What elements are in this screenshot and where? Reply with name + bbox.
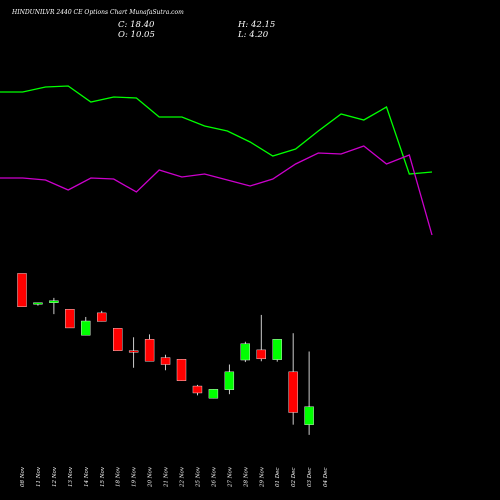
candle-body [49,300,59,303]
x-tick-label: 20 Nov [148,466,154,488]
candle-body [176,359,187,381]
high-value: H: 42.15 [238,20,276,30]
candle-02-dec [288,333,298,425]
candle-19-nov [128,337,139,368]
candle-body [160,357,171,365]
x-tick-label: 12 Nov [52,466,58,487]
x-tick-label: 03 Dec [307,468,313,488]
x-tick-label: 08 Nov [20,466,26,487]
indicator-lines [0,85,433,236]
x-tick-label: 18 Nov [116,466,122,487]
x-tick-label: 14 Nov [84,466,90,487]
candle-14-nov [81,316,91,336]
candle-13-nov [65,309,75,329]
candle-body [17,273,27,307]
candle-18-nov [112,328,123,351]
candle-body [304,406,314,425]
candle-01-dec [272,339,282,362]
x-tick-label: 02 Dec [291,468,297,488]
candle-22-nov [176,359,187,381]
candle-body [33,302,43,305]
candle-body [97,312,107,322]
candle-body [192,385,203,394]
candle-08-nov [17,273,27,307]
chart-title: HINDUNILVR 2440 CE Options Chart MunafaS… [12,9,184,16]
indicator-line-2 [0,145,433,236]
x-tick-label: 22 Nov [180,466,186,488]
x-tick-label: 29 Nov [259,466,265,488]
candlestick-chart [17,273,314,435]
candle-12-nov [49,297,59,315]
close-value: C: 18.40 [118,20,155,30]
candle-body [144,339,155,362]
x-tick-label: 28 Nov [243,466,249,488]
x-tick-label: 19 Nov [132,466,138,487]
x-tick-label: 01 Dec [275,468,281,488]
candle-27-nov [224,364,235,395]
x-tick-label: 13 Nov [68,466,74,487]
x-tick-label: 25 Nov [195,466,201,488]
candle-body [256,349,266,360]
candle-body [112,328,123,351]
x-tick-label: 11 Nov [36,466,42,487]
low-value: L: 4.20 [238,30,269,40]
candle-body [240,343,251,361]
indicator-line-1 [0,85,433,175]
candle-body [81,320,91,336]
candle-15-nov [97,310,107,322]
candle-body [288,371,298,413]
candle-28-nov [240,341,251,363]
candle-26-nov [208,389,219,399]
candle-body [224,371,235,390]
candle-03-dec [304,351,314,435]
candle-25-nov [192,384,203,396]
candle-20-nov [144,334,155,362]
candle-body [128,350,139,353]
x-tick-label: 04 Dec [323,468,329,488]
x-tick-label: 27 Nov [227,466,233,488]
x-tick-label: 15 Nov [100,466,106,487]
candle-body [65,309,75,329]
x-tick-label: 26 Nov [211,466,217,488]
x-tick-label: 21 Nov [164,466,170,488]
candle-11-nov [33,302,43,306]
candle-21-nov [160,354,171,371]
open-value: O: 10.05 [118,30,155,40]
x-axis-labels: 08 Nov 11 Nov 12 Nov 13 Nov 14 Nov 15 Nov 18 N… [20,466,329,488]
candle-body [272,339,282,360]
candle-body [208,389,219,399]
candle-29-nov [256,314,266,362]
